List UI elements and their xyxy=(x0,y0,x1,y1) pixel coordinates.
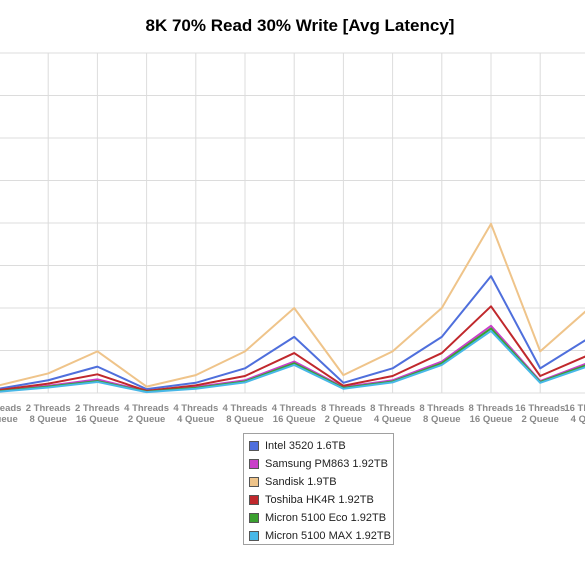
x-tick-label: 8 Threads 8 Queue xyxy=(419,403,464,425)
chart-title: 8K 70% Read 30% Write [Avg Latency] xyxy=(145,16,455,35)
legend-label: Intel 3520 1.6TB xyxy=(265,440,346,452)
legend-swatch xyxy=(249,459,259,469)
legend-swatch xyxy=(249,477,259,487)
legend: Intel 3520 1.6TB Samsung PM863 1.92TB Sand… xyxy=(243,433,394,545)
series-line-samsung-pm863-1-92tb xyxy=(0,324,585,393)
legend-item: Sandisk 1.9TB xyxy=(249,473,389,491)
legend-swatch xyxy=(249,513,259,523)
legend-item: Toshiba HK4R 1.92TB xyxy=(249,491,389,509)
legend-item: Micron 5100 MAX 1.92TB xyxy=(249,527,391,545)
x-tick-label: 4 Threads 2 Queue xyxy=(124,403,169,425)
legend-item: Intel 3520 1.6TB xyxy=(249,437,389,455)
x-tick-label: 2 Threads 16 Queue xyxy=(75,403,120,425)
series-line-sandisk-1-9tb xyxy=(0,222,585,388)
legend-label: Sandisk 1.9TB xyxy=(265,476,337,488)
x-tick-label: 4 Threads 16 Queue xyxy=(272,403,317,425)
legend-swatch xyxy=(249,531,259,541)
x-tick-label: 4 Threads 4 Queue xyxy=(173,403,218,425)
series-lines xyxy=(0,222,585,394)
legend-label: Micron 5100 Eco 1.92TB xyxy=(265,512,387,524)
legend-label: Micron 5100 MAX 1.92TB xyxy=(265,530,391,542)
x-tick-label: 2 Threads 8 Queue xyxy=(26,403,71,425)
legend-label: Samsung PM863 1.92TB xyxy=(265,458,388,470)
legend-swatch xyxy=(249,495,259,505)
grid xyxy=(0,52,585,394)
series-line-intel-3520-1-6tb xyxy=(0,275,585,391)
x-tick-label: 8 Threads 16 Queue xyxy=(469,403,514,425)
x-tick-label: 8 Threads 4 Queue xyxy=(370,403,415,425)
legend-item: Samsung PM863 1.92TB xyxy=(249,455,389,473)
legend-swatch xyxy=(249,441,259,451)
legend-label: Toshiba HK4R 1.92TB xyxy=(265,494,374,506)
series-line-toshiba-hk4r-1-92tb xyxy=(0,305,585,392)
series-line-micron-5100-max-1-92tb xyxy=(0,329,585,394)
x-tick-label: 4 Threads 8 Queue xyxy=(223,403,268,425)
x-tick-label: 8 Threads 2 Queue xyxy=(321,403,366,425)
legend-item: Micron 5100 Eco 1.92TB xyxy=(249,509,389,527)
x-tick-label: 16 Threads 2 Queue xyxy=(515,403,565,425)
